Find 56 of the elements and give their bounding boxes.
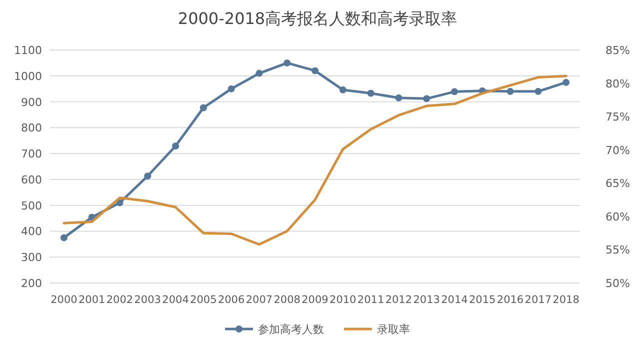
x-tick-label: 2009 (302, 294, 328, 306)
y2-tick-label: 75% (606, 110, 630, 124)
y2-tick-label: 80% (606, 77, 630, 90)
y2-tick-label: 70% (606, 144, 630, 157)
point (60, 234, 68, 242)
x-tick-label: 2008 (274, 294, 300, 306)
y-tick-label: 300 (21, 251, 42, 264)
point (172, 142, 180, 150)
x-tick-label: 2016 (496, 294, 524, 306)
x-tick-label: 2005 (190, 294, 217, 306)
y2-tick-label: 50% (606, 277, 630, 290)
point (312, 67, 318, 74)
x-tick-label: 2017 (524, 294, 552, 306)
x-tick-label: 2003 (134, 294, 161, 306)
x-tick-label: 2015 (469, 294, 496, 306)
y-tick-label: 900 (21, 96, 42, 109)
y2-tick-label: 55% (606, 244, 630, 257)
y-tick-label: 200 (21, 277, 42, 290)
point (284, 59, 291, 66)
point (395, 94, 402, 102)
point (562, 78, 570, 86)
x-tick-label: 2014 (441, 294, 468, 306)
x-tick-label: 2018 (552, 294, 580, 306)
y-tick-label: 800 (21, 122, 42, 135)
x-tick-label: 2000 (50, 294, 78, 306)
y2-tick-label: 60% (606, 210, 630, 224)
y-tick-label: 1000 (14, 70, 42, 83)
y-tick-label: 1100 (14, 44, 42, 57)
y2-tick-label: 85% (606, 44, 630, 57)
point (228, 85, 235, 92)
y-tick-label: 600 (21, 173, 42, 186)
chart-title: 2000-2018高考报名人数和高考录取率 (178, 9, 458, 28)
x-tick-label: 2007 (246, 294, 273, 306)
x-tick-label: 2010 (330, 294, 356, 306)
point (144, 172, 152, 180)
x-tick-label: 2002 (106, 294, 134, 306)
y-tick-label: 500 (21, 199, 42, 212)
x-tick-label: 2004 (162, 294, 190, 306)
x-tick-label: 2006 (218, 294, 245, 306)
x-tick-label: 2012 (385, 294, 412, 306)
point (534, 88, 542, 95)
x-tick-label: 2013 (413, 294, 440, 306)
point (423, 95, 430, 102)
legend-label: 参加高考人数 (258, 323, 324, 336)
y2-tick-label: 65% (606, 177, 630, 190)
x-tick-label: 2001 (78, 294, 106, 306)
y-tick-label: 400 (21, 225, 42, 238)
y-tick-label: 700 (21, 148, 42, 161)
point (506, 88, 514, 95)
point (367, 90, 374, 97)
point (339, 86, 346, 94)
point (256, 70, 263, 77)
point (450, 88, 458, 96)
x-tick-label: 2011 (357, 294, 384, 306)
point (200, 104, 207, 112)
legend-label: 录取率 (377, 323, 410, 336)
